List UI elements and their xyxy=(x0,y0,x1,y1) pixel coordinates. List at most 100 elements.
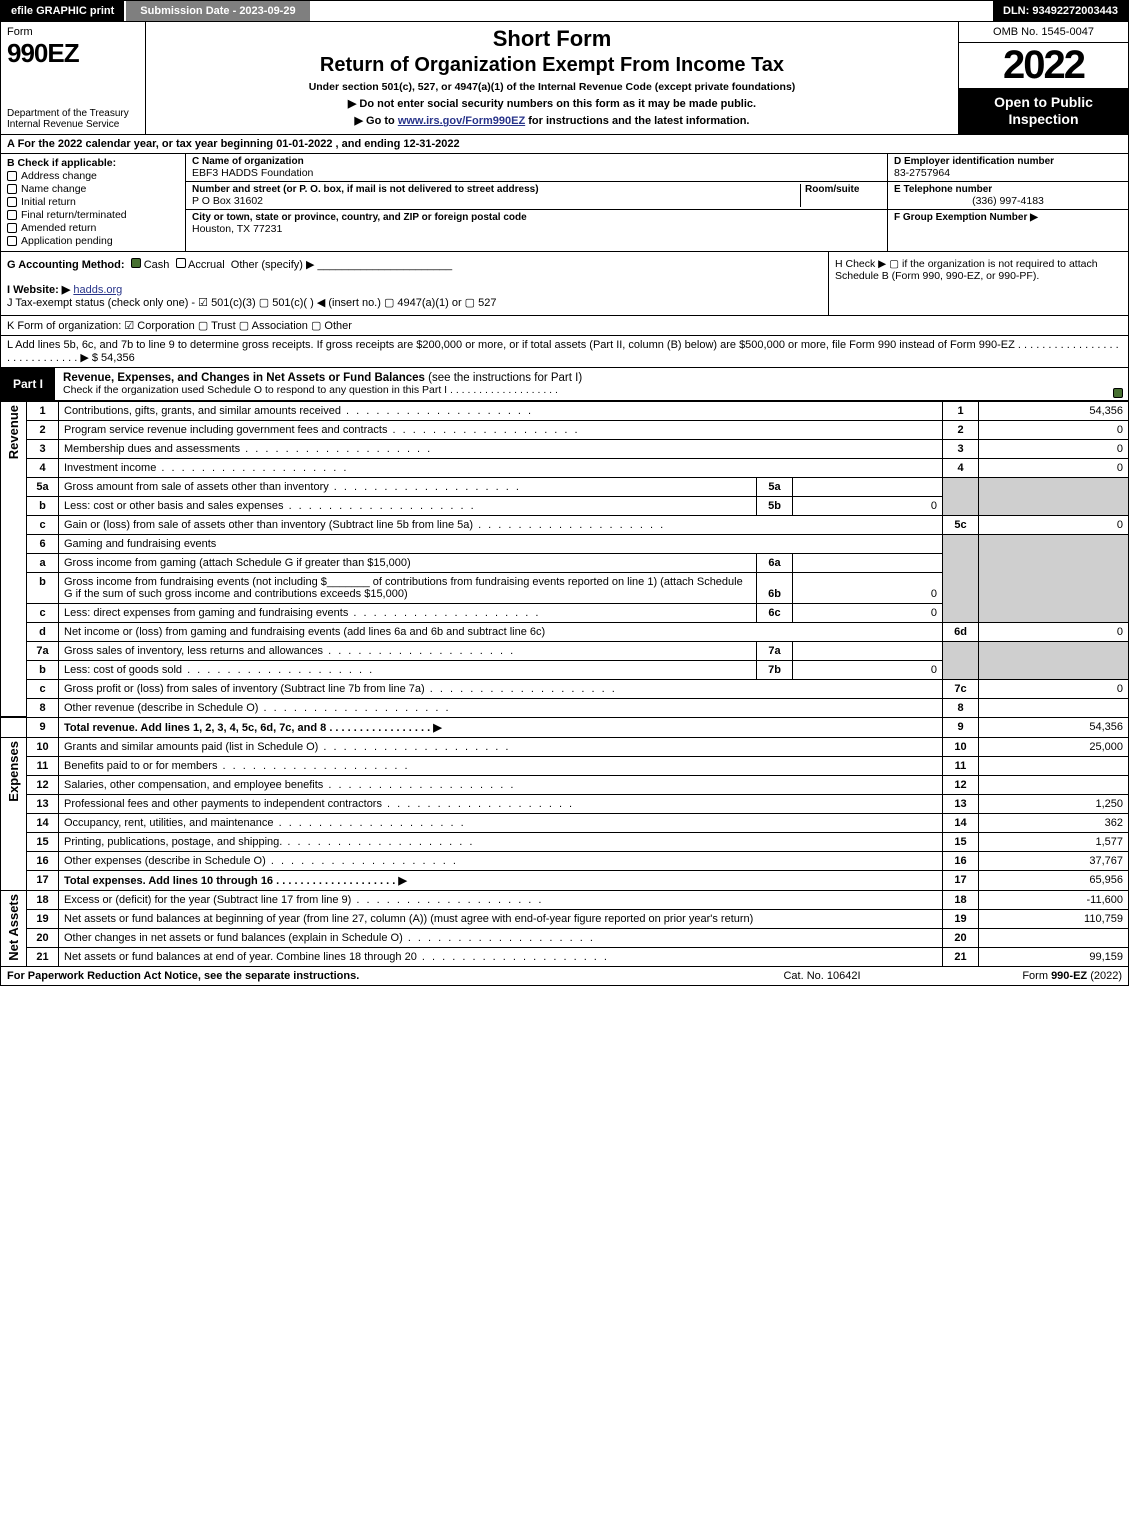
ln20-desc-text: Other changes in net assets or fund bala… xyxy=(64,932,937,944)
c-name-label: C Name of organization xyxy=(192,156,881,167)
i-label: I Website: ▶ xyxy=(7,284,70,296)
section-g-accounting: G Accounting Method: Cash Accrual Other … xyxy=(1,252,828,315)
ln15-desc: Printing, publications, postage, and shi… xyxy=(59,832,943,851)
ln5b-desc-text: Less: cost or other basis and sales expe… xyxy=(64,500,751,512)
ln2-box: 2 xyxy=(943,420,979,439)
ln15-box: 15 xyxy=(943,832,979,851)
chk-cash[interactable] xyxy=(131,258,141,268)
ln21-box: 21 xyxy=(943,948,979,967)
ln18-desc-text: Excess or (deficit) for the year (Subtra… xyxy=(64,894,937,906)
ln17-val: 65,956 xyxy=(979,870,1129,890)
opt-address-change: Address change xyxy=(21,170,97,182)
irs-link[interactable]: www.irs.gov/Form990EZ xyxy=(398,115,525,127)
ln6b-desc-pre: Gross income from fundraising events (no… xyxy=(64,576,327,588)
header-right-block: OMB No. 1545-0047 2022 Open to Public In… xyxy=(958,22,1128,134)
part-i-title: Revenue, Expenses, and Changes in Net As… xyxy=(55,368,1108,400)
chk-initial-return[interactable] xyxy=(7,197,17,207)
ln17-desc-text: Total expenses. Add lines 10 through 16 … xyxy=(64,875,407,887)
ln11-desc-text: Benefits paid to or for members xyxy=(64,760,937,772)
ln6a-minival xyxy=(793,553,943,572)
ln6c-desc: Less: direct expenses from gaming and fu… xyxy=(59,603,757,622)
b-label: B Check if applicable: xyxy=(7,157,179,169)
c-city-label: City or town, state or province, country… xyxy=(192,212,881,223)
ln20-num: 20 xyxy=(27,928,59,947)
chk-address-change[interactable] xyxy=(7,171,17,181)
ln5c-num: c xyxy=(27,515,59,534)
ln8-desc-text: Other revenue (describe in Schedule O) xyxy=(64,702,937,714)
chk-amended-return[interactable] xyxy=(7,223,17,233)
ln6-shade xyxy=(943,534,979,622)
website-link[interactable]: hadds.org xyxy=(73,284,122,296)
part-i-title-suffix: (see the instructions for Part I) xyxy=(425,372,582,384)
ln5c-desc: Gain or (loss) from sale of assets other… xyxy=(59,515,943,534)
ln11-box: 11 xyxy=(943,756,979,775)
short-form-title: Short Form xyxy=(493,26,612,52)
ln8-box: 8 xyxy=(943,698,979,717)
telephone-value: (336) 997-4183 xyxy=(894,195,1122,207)
ln19-val: 110,759 xyxy=(979,909,1129,928)
ln6d-desc: Net income or (loss) from gaming and fun… xyxy=(59,622,943,641)
ln1-num: 1 xyxy=(27,401,59,420)
ln12-desc-text: Salaries, other compensation, and employ… xyxy=(64,779,937,791)
ln13-box: 13 xyxy=(943,794,979,813)
opt-final-return: Final return/terminated xyxy=(21,209,127,221)
chk-name-change[interactable] xyxy=(7,184,17,194)
ln16-num: 16 xyxy=(27,851,59,870)
footer-right-post: (2022) xyxy=(1087,970,1122,982)
ln5c-val: 0 xyxy=(979,515,1129,534)
ln6c-desc-text: Less: direct expenses from gaming and fu… xyxy=(64,607,751,619)
ln6a-mini: 6a xyxy=(757,553,793,572)
ln16-box: 16 xyxy=(943,851,979,870)
org-info-grid: B Check if applicable: Address change Na… xyxy=(0,154,1129,252)
ln10-val: 25,000 xyxy=(979,737,1129,756)
form-page: efile GRAPHIC print Submission Date - 20… xyxy=(0,0,1129,986)
row-l: L Add lines 5b, 6c, and 7b to line 9 to … xyxy=(0,336,1129,368)
ln3-val: 0 xyxy=(979,439,1129,458)
g-cash: Cash xyxy=(144,259,170,271)
form-id-block: Form 990EZ Department of the Treasury In… xyxy=(1,22,146,134)
chk-application-pending[interactable] xyxy=(7,236,17,246)
side-rev-end xyxy=(1,717,27,737)
chk-accrual[interactable] xyxy=(176,258,186,268)
ln15-desc-text: Printing, publications, postage, and shi… xyxy=(64,836,937,848)
org-street: P O Box 31602 xyxy=(192,195,796,207)
ln16-desc-text: Other expenses (describe in Schedule O) xyxy=(64,855,937,867)
ln3-desc: Membership dues and assessments xyxy=(59,439,943,458)
ln14-desc: Occupancy, rent, utilities, and maintena… xyxy=(59,813,943,832)
ln5b-num: b xyxy=(27,496,59,515)
chk-schedule-o[interactable] xyxy=(1113,388,1123,398)
ln7a-mini: 7a xyxy=(757,641,793,660)
ln4-val: 0 xyxy=(979,458,1129,477)
section-b-checkboxes: B Check if applicable: Address change Na… xyxy=(1,154,186,251)
ln6a-num: a xyxy=(27,553,59,572)
goto-prefix: ▶ Go to xyxy=(355,115,398,127)
e-label: E Telephone number xyxy=(894,184,1122,195)
section-h: H Check ▶ ▢ if the organization is not r… xyxy=(828,252,1128,315)
ln7b-mini: 7b xyxy=(757,660,793,679)
form-title-block: Short Form Return of Organization Exempt… xyxy=(146,22,958,134)
f-label: F Group Exemption Number ▶ xyxy=(894,212,1122,223)
ln1-box: 1 xyxy=(943,401,979,420)
side-netassets: Net Assets xyxy=(1,890,27,967)
ln7a-desc: Gross sales of inventory, less returns a… xyxy=(59,641,757,660)
chk-final-return[interactable] xyxy=(7,210,17,220)
ln5b-desc: Less: cost or other basis and sales expe… xyxy=(59,496,757,515)
part-i-checkbox-cell xyxy=(1108,368,1128,400)
open-to-public: Open to Public Inspection xyxy=(959,88,1128,134)
org-city: Houston, TX 77231 xyxy=(192,223,881,235)
ln12-box: 12 xyxy=(943,775,979,794)
ln20-box: 20 xyxy=(943,928,979,947)
ln16-val: 37,767 xyxy=(979,851,1129,870)
ln14-desc-text: Occupancy, rent, utilities, and maintena… xyxy=(64,817,937,829)
efile-print-button[interactable]: efile GRAPHIC print xyxy=(1,1,124,21)
ln5b-mini: 5b xyxy=(757,496,793,515)
ln7a-num: 7a xyxy=(27,641,59,660)
ln6c-minival: 0 xyxy=(793,603,943,622)
ln13-val: 1,250 xyxy=(979,794,1129,813)
ln7ab-shade-val xyxy=(979,641,1129,679)
ln4-box: 4 xyxy=(943,458,979,477)
ln18-val: -11,600 xyxy=(979,890,1129,909)
goto-suffix: for instructions and the latest informat… xyxy=(525,115,749,127)
ln17-box: 17 xyxy=(943,870,979,890)
ln4-num: 4 xyxy=(27,458,59,477)
